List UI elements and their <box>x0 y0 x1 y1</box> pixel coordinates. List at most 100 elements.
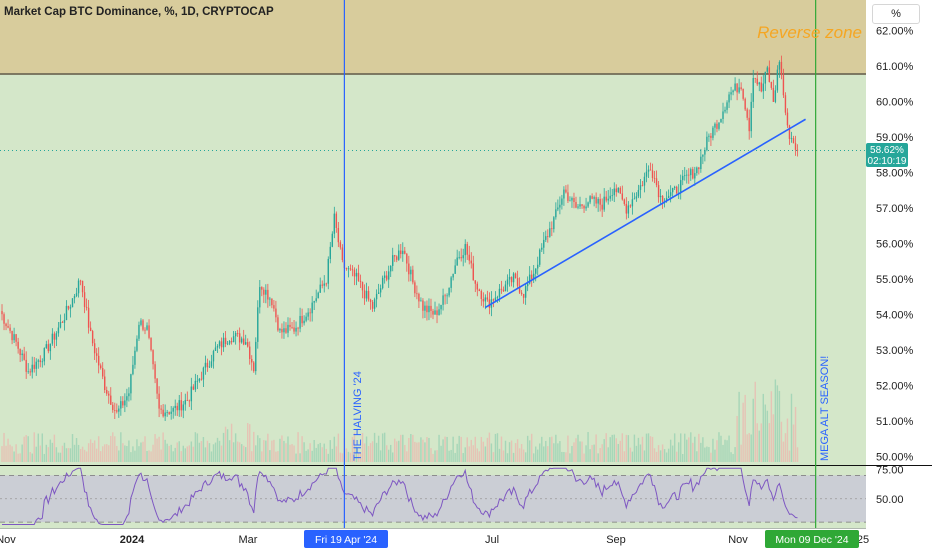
volume-bar <box>718 432 720 462</box>
volume-bar <box>140 442 142 462</box>
volume-bar <box>653 448 656 462</box>
candle-body <box>778 61 781 70</box>
candle-body <box>291 327 293 328</box>
volume-bar <box>593 444 595 462</box>
candle-body <box>535 268 537 274</box>
volume-bar <box>549 437 551 462</box>
volume-bar <box>1 446 3 462</box>
volume-bar <box>583 453 585 462</box>
candle-body <box>690 169 692 176</box>
candle-body <box>587 202 589 207</box>
candle-body <box>251 358 253 363</box>
candle-body <box>468 254 470 261</box>
volume-bar <box>265 440 267 462</box>
candle-body <box>716 123 718 129</box>
volume-bar <box>555 434 557 462</box>
volume-bar <box>692 442 694 462</box>
candle-body <box>746 109 748 118</box>
candle-body <box>168 412 170 414</box>
volume-bar <box>464 447 466 462</box>
candle-body <box>730 92 732 95</box>
candle-body <box>365 290 368 299</box>
candle-body <box>279 329 281 331</box>
candle-body <box>152 350 154 365</box>
candle-body <box>714 123 716 128</box>
candle-body <box>516 278 519 286</box>
candle-body <box>702 154 704 157</box>
volume-bar <box>51 442 54 462</box>
trendline[interactable] <box>484 118 806 309</box>
volume-bar <box>766 410 769 462</box>
percent-scale-button[interactable]: % <box>872 4 920 24</box>
volume-bar <box>244 447 247 462</box>
candle-body <box>81 280 84 293</box>
candle-body <box>414 282 416 294</box>
volume-bar <box>694 436 696 462</box>
candle-body <box>7 326 9 328</box>
candle-body <box>647 169 650 172</box>
candle-body <box>424 305 426 311</box>
volume-bar <box>599 448 601 462</box>
candle-body <box>722 111 724 119</box>
candle-body <box>619 187 622 194</box>
volume-bar <box>480 436 483 462</box>
volume-bar <box>746 434 748 462</box>
volume-bar <box>65 448 68 462</box>
volume-bar <box>547 446 549 462</box>
candle-body <box>337 227 340 243</box>
volume-bar <box>539 443 541 462</box>
candle-body <box>696 167 698 174</box>
candle-body <box>500 288 503 290</box>
volume-bar <box>629 447 632 462</box>
time-axis[interactable]: Nov 2024 Mar Jul Sep Nov '25 <box>0 534 869 546</box>
candle-body <box>472 263 474 281</box>
candle-body <box>43 348 46 362</box>
volume-bar <box>677 442 680 462</box>
volume-bar <box>468 446 470 462</box>
candle-body <box>597 198 599 204</box>
candle-body <box>192 386 195 390</box>
volume-bar <box>148 450 150 462</box>
candle-body <box>97 355 100 366</box>
volume-bar <box>371 441 374 462</box>
volume-bar <box>607 447 609 462</box>
candle-body <box>571 198 573 201</box>
price-tick-label: 52.00% <box>876 381 914 393</box>
volume-bar <box>530 433 533 462</box>
candle-body <box>220 341 223 348</box>
volume-bar <box>255 445 257 462</box>
volume-bar <box>768 423 771 462</box>
volume-bar <box>522 449 525 462</box>
volume-bar <box>166 443 168 462</box>
volume-bar <box>790 393 793 462</box>
volume-bar <box>794 406 797 462</box>
volume-bar <box>581 441 583 462</box>
volume-bar <box>251 451 253 462</box>
candle-body <box>396 256 398 260</box>
candle-body <box>633 198 636 200</box>
volume-bar <box>238 442 241 462</box>
candle-body <box>83 292 86 307</box>
candle-body <box>383 275 386 278</box>
volume-bar <box>359 452 362 462</box>
candle-body <box>73 296 76 299</box>
volume-bar <box>635 445 638 462</box>
candle-body <box>359 280 362 283</box>
halving-label: THE HALVING '24 <box>352 371 364 461</box>
candle-body <box>136 338 138 351</box>
volume-bar <box>448 450 450 462</box>
volume-bar <box>736 416 738 462</box>
candle-body <box>160 408 162 410</box>
candle-body <box>450 277 452 288</box>
volume-bar <box>567 435 569 462</box>
candle-body <box>126 396 128 401</box>
candle-body <box>645 171 648 177</box>
candle-body <box>631 199 634 207</box>
price-axis[interactable]: 62.00% 61.00% 60.00% 59.00% 58.00% 57.00% 56.0… <box>876 26 914 464</box>
alt-season-date-callout: Mon 09 Dec '24 <box>765 530 859 548</box>
volume-bar <box>210 451 213 462</box>
candle-body <box>573 198 575 203</box>
candle-body <box>748 117 750 132</box>
candle-body <box>639 185 642 190</box>
volume-bar <box>154 434 156 462</box>
